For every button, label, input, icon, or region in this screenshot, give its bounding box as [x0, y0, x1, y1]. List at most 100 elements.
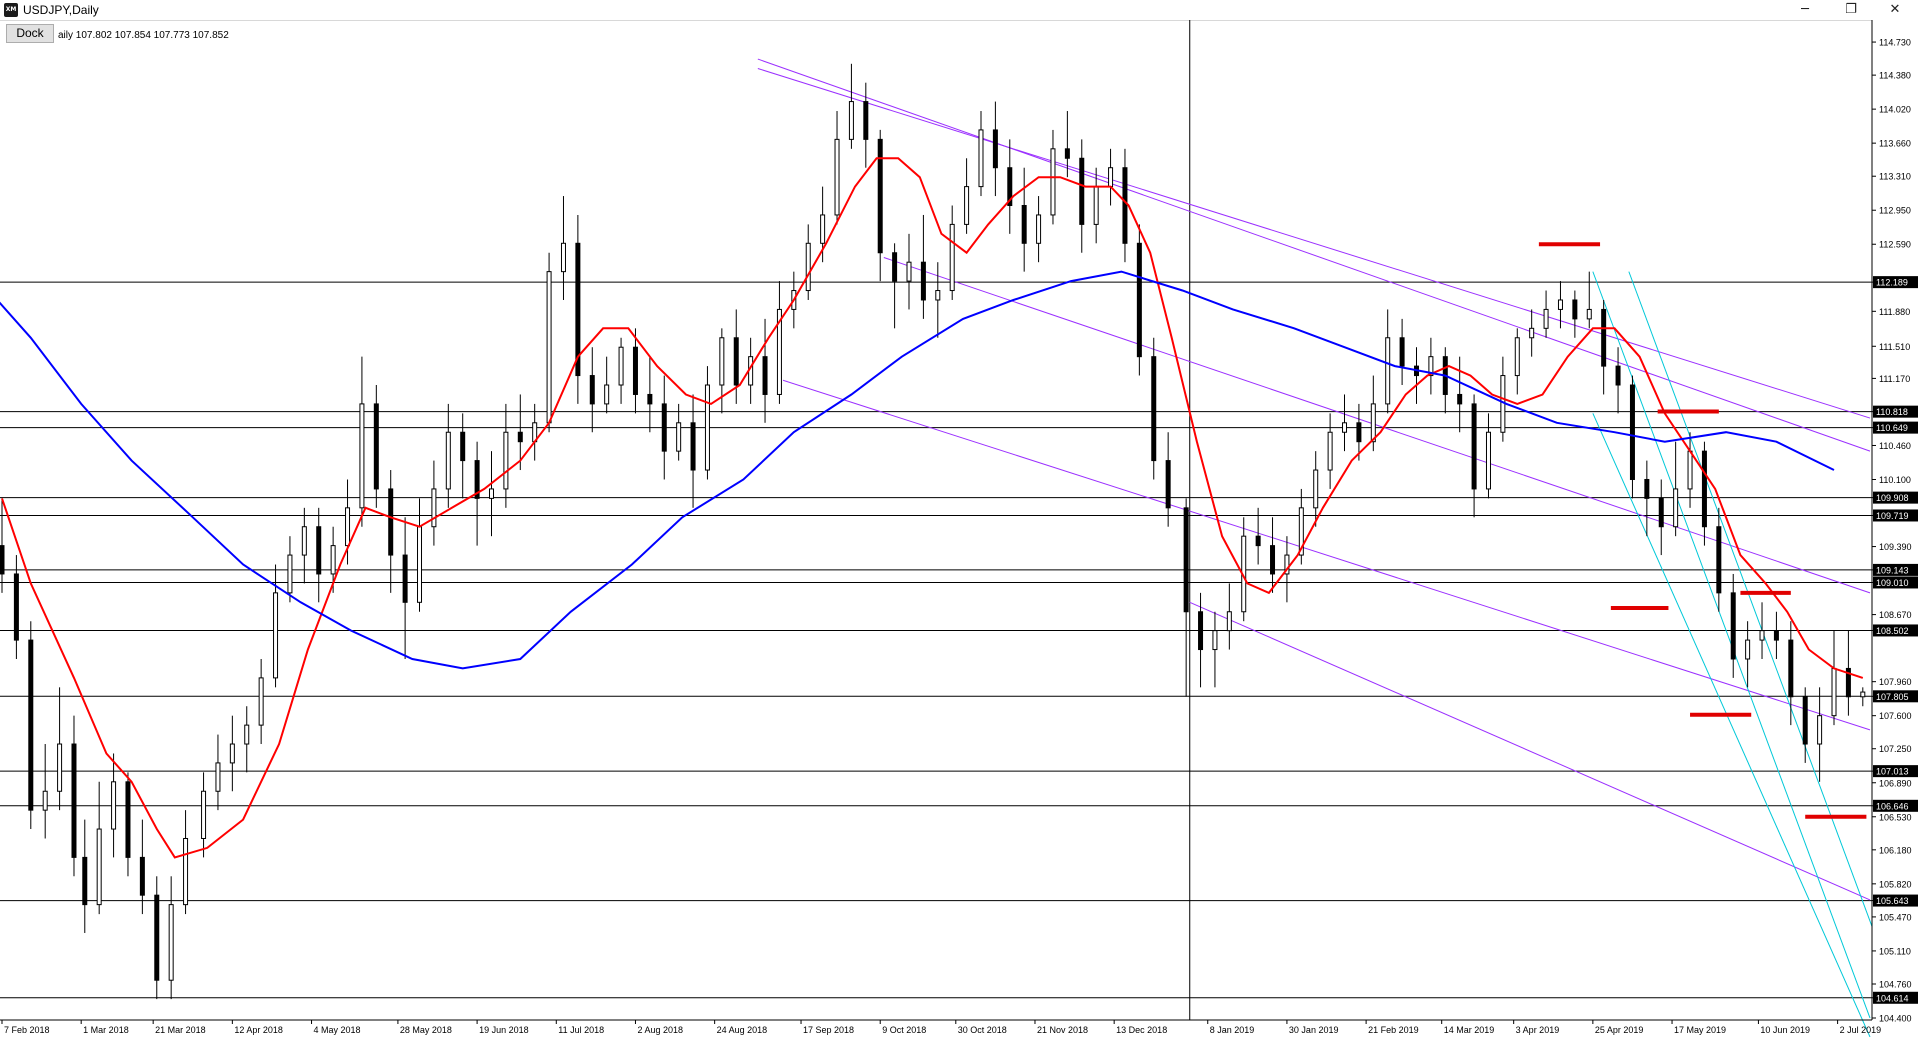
candle-body: [1151, 356, 1157, 462]
app-logo-icon: XM: [4, 3, 18, 17]
level-price-tag: [1873, 421, 1918, 434]
candle-body: [1270, 545, 1276, 575]
level-price-label: 107.805: [1876, 692, 1909, 702]
candle-body: [1572, 299, 1578, 320]
candle-body: [992, 129, 998, 169]
level-price-tag: [1873, 405, 1918, 418]
candle-body: [1342, 422, 1348, 433]
candle-body: [402, 554, 408, 603]
price-tick-label: 105.110: [1879, 946, 1911, 956]
date-tick-label: 12 Apr 2018: [234, 1025, 283, 1035]
candle-body: [704, 384, 710, 471]
candle-body: [560, 242, 566, 273]
candle-body: [244, 724, 250, 745]
date-tick-label: 2 Aug 2018: [637, 1025, 683, 1035]
date-tick-label: 19 Jun 2018: [479, 1025, 529, 1035]
candle-body: [1108, 167, 1114, 188]
candle-body: [431, 488, 437, 528]
candle-body: [1644, 478, 1650, 499]
candle-body: [1730, 592, 1736, 660]
candle-body: [834, 138, 840, 216]
level-price-label: 106.646: [1876, 801, 1909, 811]
candle-body: [1514, 337, 1520, 377]
candle-body: [546, 271, 552, 424]
candle-body: [13, 573, 19, 641]
date-tick-label: 21 Mar 2018: [155, 1025, 206, 1035]
date-tick-label: 9 Oct 2018: [882, 1025, 926, 1035]
candle-body: [690, 422, 696, 471]
price-tick-label: 113.660: [1879, 139, 1911, 149]
date-tick-label: 24 Aug 2018: [717, 1025, 768, 1035]
candle-body: [1064, 148, 1070, 159]
price-tick-label: 104.760: [1879, 979, 1912, 989]
level-price-label: 108.502: [1876, 626, 1909, 636]
candle-body: [71, 743, 77, 858]
date-tick-label: 30 Oct 2018: [958, 1025, 1007, 1035]
date-tick-label: 17 Sep 2018: [803, 1025, 854, 1035]
channel-line: [757, 68, 1871, 419]
candle-body: [935, 290, 941, 301]
restore-button[interactable]: ❐: [1845, 2, 1857, 17]
level-price-tag: [1873, 563, 1918, 576]
channel-line: [757, 58, 1871, 452]
window-titlebar: XM USDJPY,Daily ─ ❐ ✕: [0, 0, 1918, 21]
candle-body: [820, 214, 826, 244]
candle-body: [1198, 611, 1204, 651]
candle-body: [1079, 157, 1085, 225]
price-chart[interactable]: 114.730 114.380 114.020 113.660 113.310 112.9…: [0, 20, 1918, 1039]
level-price-label: 109.143: [1876, 565, 1909, 575]
candle-body: [111, 781, 117, 830]
level-price-label: 112.189: [1876, 278, 1908, 288]
candle-body: [1356, 422, 1362, 443]
candle-body: [589, 375, 595, 405]
ohlc-readout: aily 107.802 107.854 107.773 107.852: [58, 30, 229, 41]
price-tick-label: 104.400: [1879, 1014, 1912, 1024]
candle-body: [848, 101, 854, 140]
candle-body: [1122, 167, 1128, 244]
price-tick-label: 112.950: [1879, 206, 1911, 216]
date-tick-label: 4 May 2018: [314, 1025, 361, 1035]
channel-line: [782, 379, 1871, 731]
date-tick-label: 13 Dec 2018: [1116, 1025, 1167, 1035]
level-price-tag: [1873, 894, 1918, 907]
level-price-tag: [1873, 576, 1918, 589]
candle-body: [676, 422, 682, 452]
candle-body: [805, 242, 811, 292]
minimize-button[interactable]: ─: [1801, 2, 1809, 17]
candle-body: [1673, 488, 1679, 528]
candle-body: [1831, 667, 1837, 717]
candle-body: [316, 526, 322, 575]
level-price-label: 110.649: [1876, 423, 1908, 433]
ohlc-low: 107.773: [153, 30, 190, 41]
candle-body: [1385, 337, 1391, 405]
candle-body: [82, 856, 88, 906]
date-tick-label: 28 May 2018: [400, 1025, 452, 1035]
candle-body: [215, 762, 221, 792]
candle-body: [42, 790, 48, 811]
candle-body: [604, 384, 610, 405]
price-tick-label: 106.180: [1879, 845, 1912, 855]
candle-body: [1615, 365, 1621, 386]
fast-channel-line: [1628, 271, 1907, 1019]
candle-body: [1701, 450, 1707, 528]
candle-body: [517, 431, 523, 443]
candle-body: [1788, 639, 1794, 698]
close-button[interactable]: ✕: [1889, 2, 1901, 17]
candle-body: [168, 904, 174, 981]
date-tick-label: 1 Mar 2018: [83, 1025, 129, 1035]
price-tick-label: 105.470: [1879, 912, 1912, 922]
level-price-label: 109.908: [1876, 493, 1909, 503]
candle-body: [1313, 469, 1319, 509]
candle-body: [359, 403, 365, 509]
support-resistance-markers: [1538, 242, 1867, 819]
window-title: USDJPY,Daily: [23, 3, 99, 17]
candle-body: [978, 129, 984, 188]
candle-body: [388, 488, 394, 556]
date-tick-label: 14 Mar 2019: [1444, 1025, 1495, 1035]
dock-button[interactable]: Dock: [6, 24, 54, 43]
candle-body: [460, 431, 466, 462]
level-price-tag: [1873, 624, 1918, 637]
candle-body: [125, 781, 131, 858]
level-price-label: 110.818: [1876, 407, 1908, 417]
candle-body: [1093, 186, 1099, 225]
